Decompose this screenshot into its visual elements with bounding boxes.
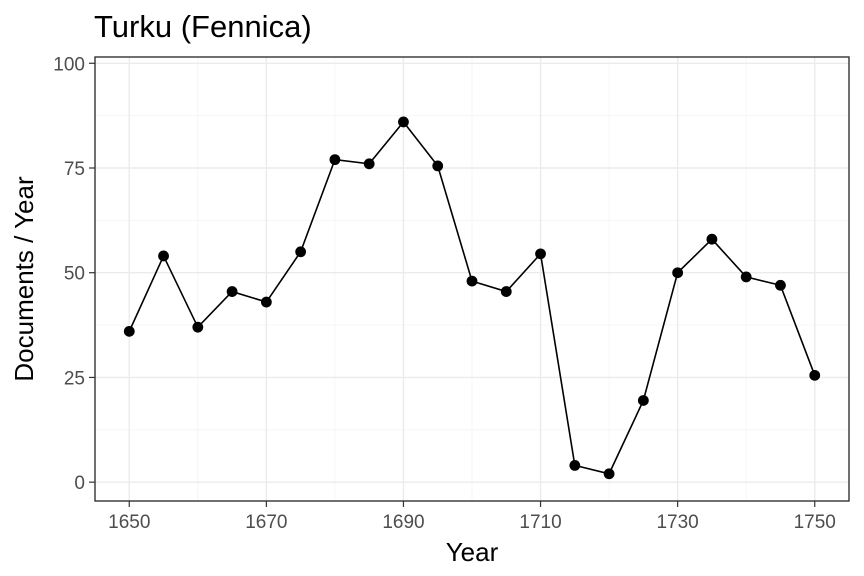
data-point <box>398 116 409 128</box>
grid-lines <box>95 57 849 501</box>
data-point <box>637 395 649 406</box>
data-point <box>672 267 684 279</box>
data-point <box>775 279 786 291</box>
data-point <box>535 248 546 260</box>
data-point <box>500 286 512 297</box>
series-layer <box>123 116 821 480</box>
x-tick-label: 1670 <box>245 512 287 533</box>
y-tick-label: 75 <box>64 159 85 180</box>
data-point <box>569 459 581 471</box>
x-tick-label: 1690 <box>382 512 424 533</box>
y-tick-label: 50 <box>64 264 85 285</box>
x-tick-label: 1710 <box>519 512 561 533</box>
data-point <box>432 160 444 172</box>
y-tick-label: 0 <box>74 473 85 494</box>
data-point <box>740 271 752 283</box>
panel-border <box>94 56 850 502</box>
data-point <box>809 369 821 381</box>
chart-title: Turku (Fennica) <box>94 9 312 44</box>
x-tick-label: 1650 <box>108 512 150 533</box>
data-point <box>363 158 375 170</box>
data-point <box>466 275 478 287</box>
x-axis-title: Year <box>446 537 499 567</box>
data-point <box>192 321 204 333</box>
data-point <box>706 233 718 245</box>
y-axis-title: Documents / Year <box>9 176 39 382</box>
data-point <box>158 250 169 262</box>
y-tick-label: 100 <box>53 54 85 75</box>
data-point <box>329 154 341 166</box>
data-point <box>603 468 615 480</box>
y-tick-label: 25 <box>64 368 85 389</box>
data-point <box>260 296 272 308</box>
data-point <box>123 325 135 337</box>
x-axis: 1650 1670 1690 1710 1730 1750 <box>108 501 836 533</box>
y-axis: 0 25 50 75 100 <box>53 54 95 494</box>
plot-panel <box>94 56 850 502</box>
x-tick-label: 1730 <box>656 512 698 533</box>
data-point <box>295 246 307 258</box>
data-point <box>226 286 238 297</box>
x-tick-label: 1750 <box>794 512 836 533</box>
